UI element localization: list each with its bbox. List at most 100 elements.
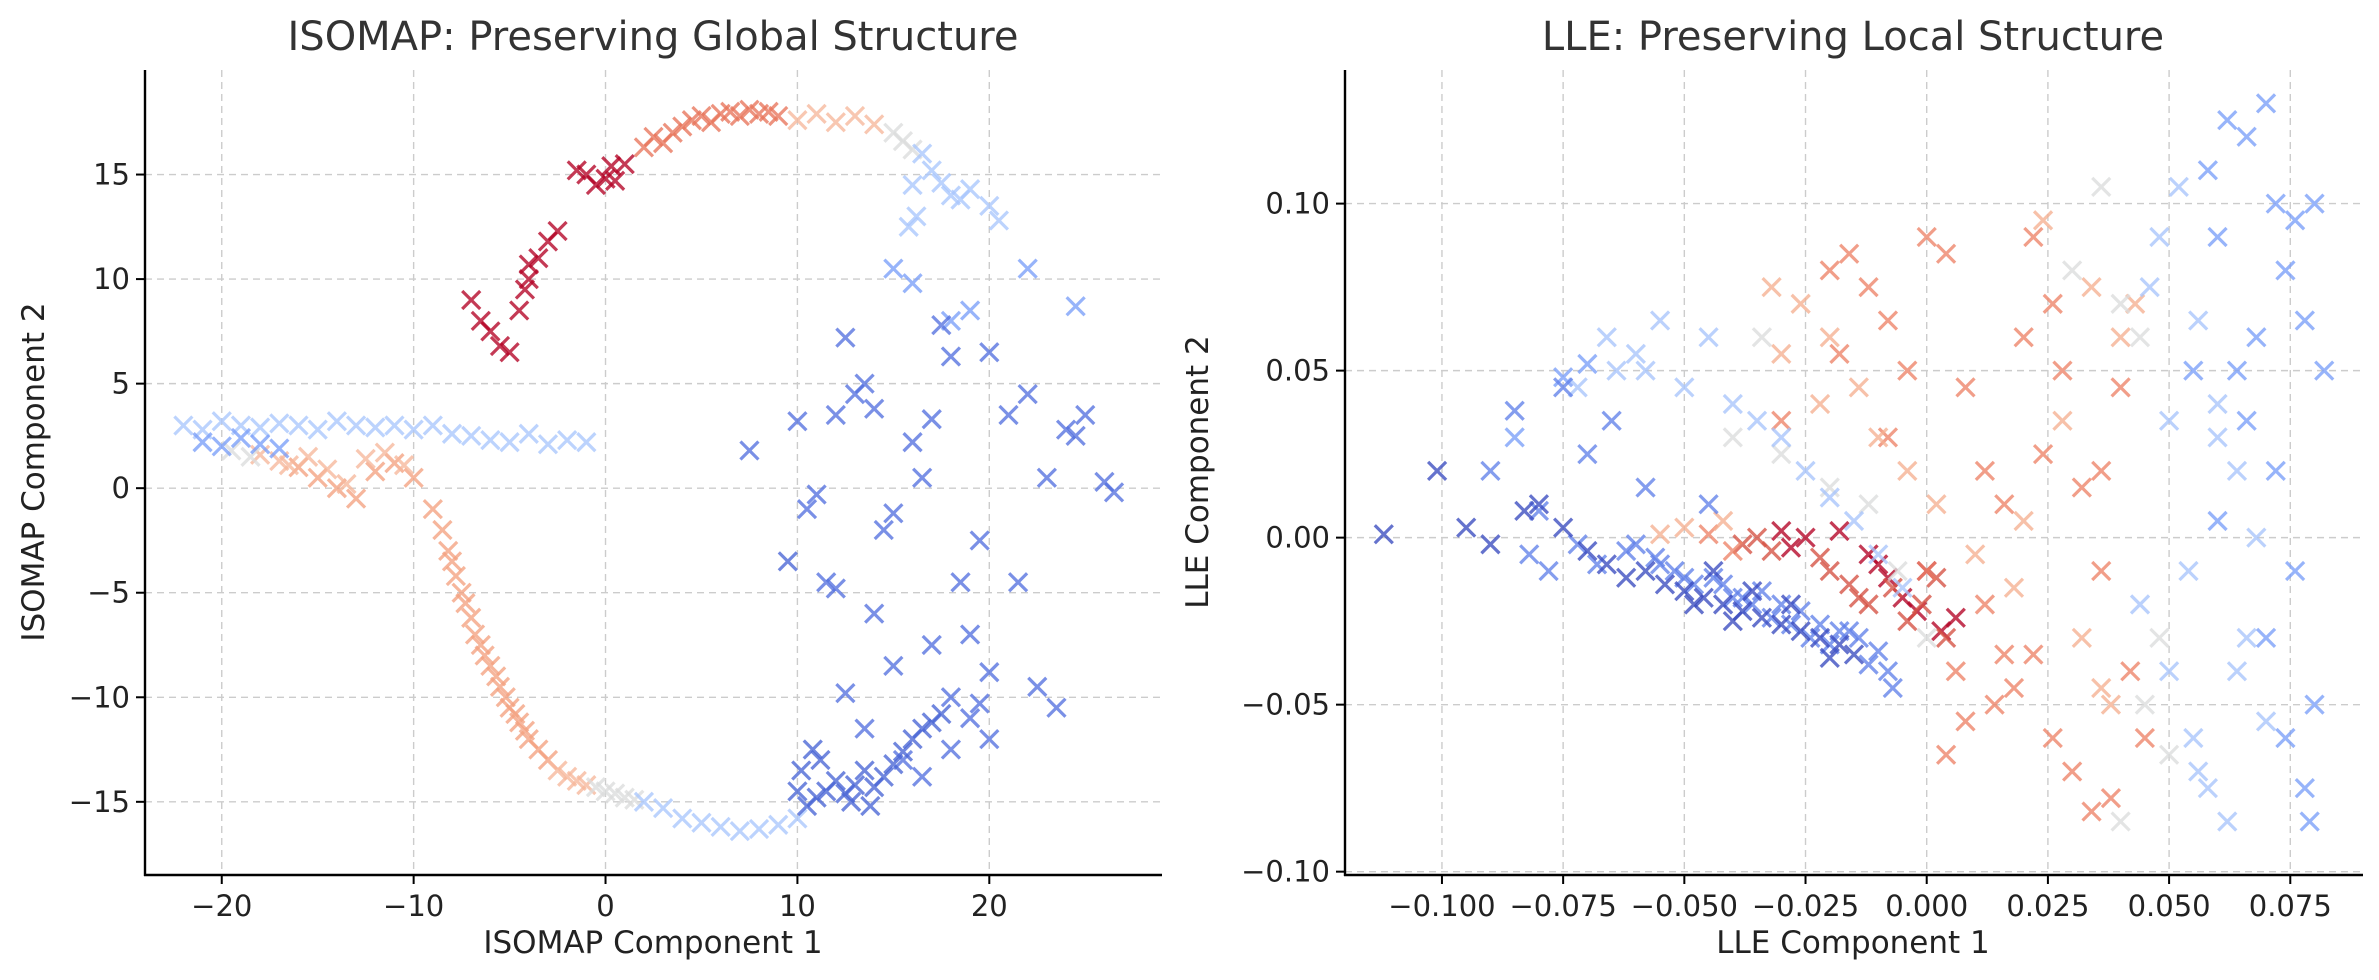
data-point-dark-red-arc [604, 170, 626, 191]
data-point-blue-dense-band [1683, 574, 1705, 595]
data-point-orange-spread [1935, 243, 1957, 264]
data-point-light-blue-band [912, 143, 933, 164]
data-point-dark-red-cluster [1829, 520, 1850, 542]
data-point-light-blue-band [729, 820, 750, 842]
data-point-light-blue-scatter [2139, 276, 2160, 298]
data-point-blue-dense-band [1751, 580, 1773, 602]
lle-x-axis-label: LLE Component 1 [1716, 925, 1990, 961]
data-point-salmon-lower-arc [403, 467, 424, 488]
data-point-orange-spread [2134, 727, 2155, 749]
data-point-salmon-lower-arc [461, 607, 482, 628]
data-point-dark-red-cluster [1795, 527, 1816, 548]
data-point-blue-scatter-cloud [835, 682, 856, 704]
data-point-salmon-lower-arc [432, 519, 453, 541]
data-point-blue-scatter-cloud [1036, 467, 1057, 488]
data-point-deep-blue-band [1703, 560, 1724, 582]
data-point-light-blue-scatter [2158, 661, 2180, 682]
data-point-light-blue-scatter [1795, 460, 1816, 481]
data-point-peach-transition [844, 105, 866, 127]
data-point-peach-transition [355, 448, 376, 470]
data-point-peach-transition [297, 446, 319, 467]
data-point-peach-transition [336, 473, 357, 495]
data-point-deep-blue-band [1426, 460, 1448, 481]
data-point-light-blue-band [633, 791, 655, 812]
data-point-blue-curve [854, 760, 875, 781]
data-point-light-blue-band [906, 206, 927, 227]
data-point-salmon-lower-arc [470, 634, 491, 656]
data-point-blue-right-edge [2226, 360, 2248, 381]
data-point-blue-scatter-cloud [825, 404, 846, 426]
data-point-dark-red-arc [489, 335, 511, 357]
data-point-blue-scatter-cloud [998, 404, 1019, 426]
data-point-peach-transition [374, 442, 395, 463]
data-point-light-blue-band [211, 411, 232, 432]
data-point-orange-spread [2081, 801, 2102, 822]
data-point-peach-spread [1771, 343, 1792, 365]
data-point-blue-dense-band [1712, 574, 1734, 595]
lle-chart-title: LLE: Preserving Local Structure [1542, 14, 2164, 60]
data-point-red-cluster [1732, 534, 1753, 555]
data-point-peach-spread [2071, 627, 2092, 648]
y-tick-label: 0.10 [1265, 187, 1330, 221]
data-point-orange-spread [1994, 644, 2015, 665]
data-point-blue-scatter-cloud [1017, 383, 1038, 405]
data-point-light-blue-band [672, 808, 693, 829]
data-point-deep-blue-band [1693, 587, 1714, 608]
data-point-dark-red-arc [547, 220, 568, 242]
isomap-y-axis-label: ISOMAP Component 2 [16, 302, 52, 641]
data-point-red-orange-arc [691, 105, 712, 127]
data-point-light-blue-band [441, 423, 463, 444]
data-point-peach-spread [2100, 694, 2122, 715]
data-point-blue-right-edge [2275, 260, 2296, 281]
x-tick-label: −0.025 [1752, 889, 1859, 923]
data-point-mid-blue-scatter [1065, 296, 1086, 317]
data-point-dark-red-arc [528, 248, 549, 269]
data-point-light-blue-scatter [2178, 560, 2199, 582]
data-point-red-cluster [1911, 594, 1932, 615]
data-point-deep-blue-band [1456, 517, 1477, 538]
data-point-blue-dense-band [1664, 560, 1685, 582]
data-point-blue-curve [791, 760, 812, 781]
y-tick-label: 0 [112, 471, 130, 505]
data-point-pale-neutral-scatter [1771, 443, 1792, 465]
data-point-blue-scatter-cloud [959, 624, 981, 645]
data-point-blue-right-edge [1504, 427, 1525, 448]
data-point-blue-dense-band [1645, 547, 1666, 568]
y-tick-label: 5 [112, 367, 130, 401]
data-point-peach-spread [1790, 293, 1811, 314]
data-point-blue-dense-band [1567, 534, 1588, 555]
data-point-blue-scatter-cloud [864, 603, 885, 624]
data-point-blue-dense-band [1504, 400, 1525, 421]
data-point-salmon-lower-arc [495, 687, 516, 708]
data-point-blue-scatter-cloud [940, 346, 962, 367]
data-point-light-blue-scatter [1606, 360, 1627, 381]
data-point-blue-dense-band [1722, 587, 1743, 608]
data-point-blue-right-edge [2207, 510, 2228, 532]
data-point-red-cluster [1848, 587, 1869, 608]
data-point-blue-dense-band [1703, 567, 1724, 588]
data-point-blue-dense-band [1528, 500, 1550, 522]
data-point-blue-scatter-cloud [921, 634, 942, 656]
data-point-blue-scatter-cloud [950, 572, 971, 593]
data-point-light-blue-scatter [2129, 594, 2151, 615]
data-point-pale-neutral-scatter [1819, 477, 1840, 498]
data-point-light-blue-band [748, 818, 770, 840]
data-point-mid-blue-scatter [959, 300, 981, 321]
data-point-peach-spread [1965, 544, 1986, 565]
data-point-blue-right-edge [2183, 360, 2204, 381]
data-point-blue-right-edge [2197, 160, 2219, 181]
data-point-blue-dense-band [1577, 443, 1598, 465]
data-point-blue-curve [912, 718, 933, 739]
data-point-light-blue-band [345, 415, 367, 436]
data-point-blue-dense-band [1586, 554, 1608, 575]
data-point-orange-spread [2023, 644, 2044, 665]
data-point-orange-spread [1858, 276, 1879, 298]
data-point-mid-blue-scatter [230, 427, 252, 449]
data-point-pale-neutral-scatter [2149, 627, 2170, 648]
data-point-orange-spread [1771, 410, 1792, 431]
data-point-light-blue-band [921, 160, 942, 181]
data-point-blue-dense-band [1877, 661, 1899, 682]
isomap-axes: −20 −10 0 10 20 −15 −10 −5 0 5 10 15 [69, 70, 1162, 923]
data-point-dark-red-cluster [1945, 607, 1966, 628]
data-point-pale-neutral-scatter [1887, 560, 1908, 582]
